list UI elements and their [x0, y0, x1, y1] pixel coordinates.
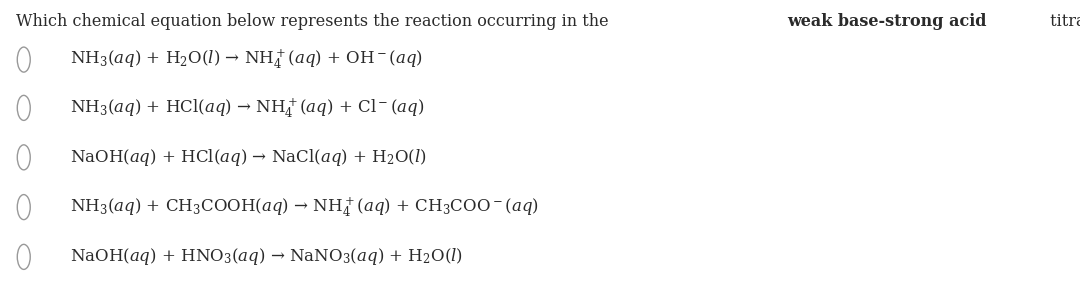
Text: NaOH($aq$) + HCl($aq$) → NaCl($aq$) + H$_2$O($l$): NaOH($aq$) + HCl($aq$) → NaCl($aq$) + H$… [70, 147, 427, 168]
Text: NaOH($aq$) + HNO$_3$($aq$) → NaNO$_3$($aq$) + H$_2$O($l$): NaOH($aq$) + HNO$_3$($aq$) → NaNO$_3$($a… [70, 246, 463, 267]
Text: titration you will perform in lab this week?: titration you will perform in lab this w… [1045, 13, 1080, 30]
Text: weak base-strong acid: weak base-strong acid [787, 13, 987, 30]
Text: NH$_3$($aq$) + HCl($aq$) → NH$_4^+$($aq$) + Cl$^-$($aq$): NH$_3$($aq$) + HCl($aq$) → NH$_4^+$($aq$… [70, 96, 424, 119]
Text: NH$_3$($aq$) + H$_2$O($l$) → NH$_4^+$($aq$) + OH$^-$($aq$): NH$_3$($aq$) + H$_2$O($l$) → NH$_4^+$($a… [70, 48, 423, 71]
Text: Which chemical equation below represents the reaction occurring in the: Which chemical equation below represents… [16, 13, 613, 30]
Text: NH$_3$($aq$) + CH$_3$COOH($aq$) → NH$_4^+$($aq$) + CH$_3$COO$^-$($aq$): NH$_3$($aq$) + CH$_3$COOH($aq$) → NH$_4^… [70, 195, 539, 219]
